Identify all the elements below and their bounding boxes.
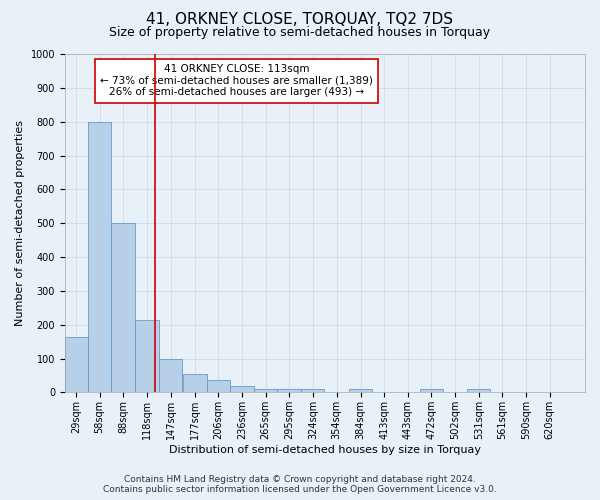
Text: 41, ORKNEY CLOSE, TORQUAY, TQ2 7DS: 41, ORKNEY CLOSE, TORQUAY, TQ2 7DS	[146, 12, 454, 28]
Bar	[230, 386, 254, 392]
Bar	[136, 320, 159, 392]
X-axis label: Distribution of semi-detached houses by size in Torquay: Distribution of semi-detached houses by …	[169, 445, 481, 455]
Bar	[467, 389, 490, 392]
Text: Size of property relative to semi-detached houses in Torquay: Size of property relative to semi-detach…	[109, 26, 491, 39]
Bar	[65, 336, 88, 392]
Bar	[301, 389, 325, 392]
Bar	[277, 389, 301, 392]
Bar	[112, 223, 135, 392]
Bar	[88, 122, 111, 392]
Text: 41 ORKNEY CLOSE: 113sqm
← 73% of semi-detached houses are smaller (1,389)
26% of: 41 ORKNEY CLOSE: 113sqm ← 73% of semi-de…	[100, 64, 373, 98]
Bar	[349, 389, 373, 392]
Bar	[420, 389, 443, 392]
Bar	[207, 380, 230, 392]
Bar	[254, 389, 277, 392]
Bar	[183, 374, 206, 392]
Text: Contains HM Land Registry data © Crown copyright and database right 2024.
Contai: Contains HM Land Registry data © Crown c…	[103, 474, 497, 494]
Bar	[160, 358, 182, 392]
Y-axis label: Number of semi-detached properties: Number of semi-detached properties	[15, 120, 25, 326]
